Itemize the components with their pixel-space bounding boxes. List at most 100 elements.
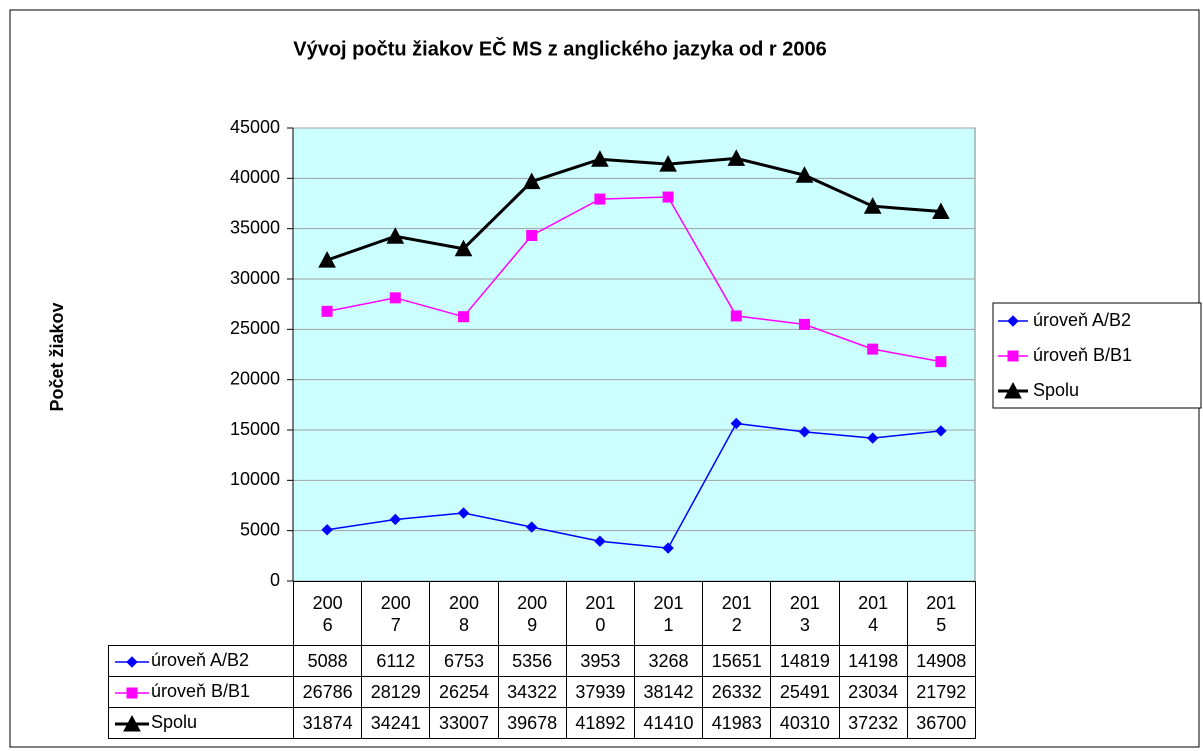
table-cell: 38142 — [633, 676, 704, 708]
marker — [1004, 381, 1022, 399]
legend-label: úroveň B/B1 — [1033, 345, 1132, 365]
table-cell: 26254 — [429, 676, 499, 708]
marker — [932, 202, 950, 220]
legend-key — [115, 655, 149, 668]
table-row: úroveň B/B1 26786 28129 26254 34322 37939 3814… — [108, 676, 976, 708]
table-cell: 37232 — [838, 707, 908, 739]
y-tick-label: 0 — [270, 570, 280, 590]
marker — [727, 149, 746, 166]
y-tick-label: 5000 — [240, 519, 280, 539]
table-cell: 2008 — [429, 581, 499, 646]
table-cell: 39678 — [497, 707, 567, 739]
y-tick-label: 30000 — [230, 268, 280, 288]
marker — [591, 150, 609, 167]
marker — [863, 197, 882, 214]
data-table: 2006 2007 2008 2009 2010 2011 2012 2013 2014 2015… — [108, 581, 976, 739]
y-axis-label: Počet žiakov — [47, 302, 67, 411]
marker — [458, 311, 469, 323]
y-tick-label: 20000 — [230, 368, 280, 388]
table-cell: 21792 — [906, 676, 976, 708]
table-cell: 41892 — [565, 707, 635, 739]
legend-key — [115, 714, 149, 732]
table-cell: úroveň A/B2 — [108, 645, 294, 677]
marker — [866, 432, 879, 444]
table-cell: 14908 — [906, 645, 976, 677]
table-cell: 37939 — [565, 676, 635, 708]
table-cell: 41410 — [633, 707, 704, 739]
marker — [123, 714, 141, 732]
table-cell: 40310 — [770, 707, 840, 739]
marker — [935, 356, 947, 368]
marker — [525, 521, 538, 533]
row-label: úroveň B/B1 — [151, 681, 251, 702]
marker — [1007, 315, 1019, 327]
legend-key — [115, 687, 149, 699]
series-line — [326, 422, 941, 549]
table-cell: 2014 — [838, 581, 908, 646]
y-tick-label: 10000 — [230, 469, 280, 489]
table-cell: 33007 — [429, 707, 499, 739]
row-label: úroveň A/B2 — [151, 650, 250, 671]
series-line — [326, 196, 942, 363]
marker — [454, 239, 473, 257]
table-cell: 36700 — [906, 707, 976, 739]
y-tick-label: 40000 — [230, 167, 280, 187]
table-cell: 34241 — [361, 707, 431, 739]
marker — [662, 191, 674, 203]
table-cell: 5088 — [292, 645, 363, 677]
table-cell: Spolu — [108, 707, 294, 739]
table-cell: 25491 — [770, 676, 840, 708]
marker — [526, 229, 538, 241]
table-cell: 2015 — [906, 581, 976, 646]
marker — [457, 507, 470, 519]
marker — [867, 343, 879, 355]
y-tick-label: 35000 — [230, 217, 280, 237]
table-cell: úroveň B/B1 — [108, 676, 294, 708]
marker — [730, 310, 742, 322]
table-cell: 31874 — [292, 707, 363, 739]
table-cell: 6753 — [429, 645, 499, 677]
legend-label: úroveň A/B2 — [1033, 310, 1131, 330]
marker — [594, 535, 606, 547]
table-cell: 2011 — [633, 581, 704, 646]
table-cell — [109, 582, 294, 646]
table-cell: 14819 — [770, 645, 840, 677]
marker — [389, 513, 402, 526]
table-row: 2006 2007 2008 2009 2010 2011 2012 2013 2014 2015 — [109, 581, 976, 646]
table-cell: 34322 — [497, 676, 567, 708]
legend-label: Spolu — [1033, 380, 1079, 400]
table-cell: 5356 — [497, 645, 567, 677]
table-cell: 26786 — [292, 676, 363, 708]
marker — [795, 166, 814, 183]
table-cell: 23034 — [838, 676, 908, 708]
table-cell: 41983 — [702, 707, 772, 739]
marker — [730, 417, 743, 430]
marker — [935, 425, 947, 437]
table-cell: 2006 — [292, 581, 363, 646]
y-tick-label: 25000 — [230, 318, 280, 338]
marker — [321, 524, 333, 536]
row-label: Spolu — [151, 712, 198, 733]
marker — [659, 155, 677, 172]
table-cell: 28129 — [361, 676, 431, 708]
table-cell: 2009 — [497, 581, 567, 646]
marker — [1007, 350, 1019, 362]
plot-area — [292, 127, 976, 582]
chart-title: Vývoj počtu žiakov EČ MS z anglického ja… — [293, 36, 827, 60]
marker — [389, 292, 401, 304]
marker — [318, 251, 336, 268]
marker — [522, 172, 541, 190]
marker — [386, 227, 405, 244]
y-tick-label: 15000 — [230, 419, 280, 439]
y-tick-label: 45000 — [230, 117, 280, 137]
marker — [798, 426, 811, 438]
table-cell: 14198 — [838, 645, 908, 677]
table-cell: 2013 — [770, 581, 840, 646]
table-cell: 6112 — [361, 645, 431, 677]
marker — [126, 655, 138, 668]
table-row: Spolu 31874 34241 33007 39678 41892 41410 41983… — [108, 707, 976, 739]
table-cell: 26332 — [702, 676, 772, 708]
marker — [594, 193, 606, 205]
series-line — [326, 156, 942, 262]
